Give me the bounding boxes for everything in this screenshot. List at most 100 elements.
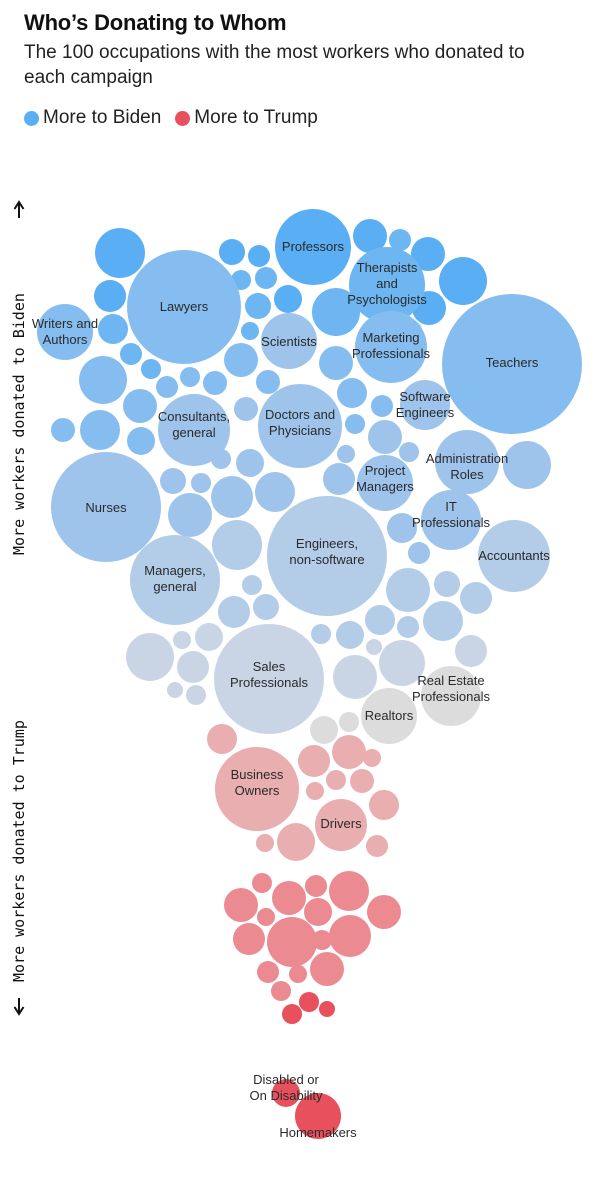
bubble-unlabeled	[439, 257, 487, 305]
bubble-label-administration-roles: Roles	[450, 467, 484, 482]
bubble-unlabeled	[248, 245, 270, 267]
chart-title: Who’s Donating to Whom	[24, 10, 287, 35]
bubble-unlabeled	[233, 923, 265, 955]
bubble-label-doctors-and-physicians: Physicians	[269, 423, 332, 438]
bubble-unlabeled	[455, 635, 487, 667]
bubble-unlabeled	[329, 871, 369, 911]
bubble-unlabeled	[212, 520, 262, 570]
bubble-label-software-engineers: Software	[399, 389, 450, 404]
bubble-unlabeled	[167, 682, 183, 698]
bubble-unlabeled	[397, 616, 419, 638]
bubble-business-owners	[215, 747, 299, 831]
bubble-unlabeled	[339, 712, 359, 732]
bubble-unlabeled	[379, 640, 425, 686]
bubble-unlabeled	[336, 621, 364, 649]
bubble-lawyers	[127, 250, 241, 364]
bubble-real-estate-professionals	[421, 666, 481, 726]
bubble-unlabeled	[332, 735, 366, 769]
bubble-realtors	[361, 688, 417, 744]
bubble-unlabeled	[326, 770, 346, 790]
bubbles-group	[37, 209, 582, 1139]
bubble-project-managers	[357, 455, 413, 511]
bubble-label-engineers-non-software: non-software	[289, 552, 364, 567]
bubble-unlabeled	[367, 895, 401, 929]
bubble-teachers	[442, 294, 582, 434]
bubble-unlabeled	[98, 314, 128, 344]
bubble-label-sales-professionals: Sales	[253, 659, 286, 674]
bubble-unlabeled	[305, 875, 327, 897]
bubble-unlabeled	[180, 367, 200, 387]
bubble-unlabeled	[389, 229, 411, 251]
bubble-it-professionals	[421, 490, 481, 550]
bubble-unlabeled	[272, 881, 306, 915]
bubble-unlabeled	[123, 389, 157, 423]
legend-label-biden: More to Biden	[43, 107, 162, 128]
bubble-doctors-and-physicians	[258, 384, 342, 468]
bubble-label-consultants-general: Consultants,	[158, 409, 230, 424]
legend-item-trump: More to Trump	[175, 107, 318, 129]
bubble-label-disabled-or-on-disability: On Disability	[250, 1088, 323, 1103]
bubble-unlabeled	[224, 888, 258, 922]
bubble-unlabeled	[365, 605, 395, 635]
bubble-unlabeled	[211, 476, 253, 518]
bubble-unlabeled	[255, 472, 295, 512]
bubble-label-project-managers: Managers	[356, 479, 414, 494]
bubble-unlabeled	[241, 322, 259, 340]
bubble-unlabeled	[256, 834, 274, 852]
bubble-unlabeled	[203, 371, 227, 395]
bubble-unlabeled	[345, 414, 365, 434]
bubble-label-drivers: Drivers	[320, 816, 362, 831]
bubble-unlabeled	[368, 420, 402, 454]
legend-swatch-biden	[24, 110, 39, 126]
bubble-unlabeled	[298, 745, 330, 777]
bubble-unlabeled	[366, 639, 382, 655]
bubble-unlabeled	[333, 655, 377, 699]
bubble-unlabeled	[173, 631, 191, 649]
bubble-consultants-general	[158, 394, 230, 466]
bubble-unlabeled	[366, 835, 388, 857]
bubble-unlabeled	[252, 873, 272, 893]
bubble-unlabeled	[160, 468, 186, 494]
bubble-label-real-estate-professionals: Real Estate	[417, 673, 484, 688]
bubble-unlabeled	[460, 582, 492, 614]
bubble-label-nurses: Nurses	[85, 500, 127, 515]
bubble-unlabeled	[299, 992, 319, 1012]
bubble-label-real-estate-professionals: Professionals	[412, 689, 491, 704]
bubble-unlabeled	[253, 594, 279, 620]
bubble-unlabeled	[94, 280, 126, 312]
bubble-unlabeled	[168, 493, 212, 537]
bubble-unlabeled	[234, 397, 258, 421]
bubble-unlabeled	[363, 749, 381, 767]
bubble-sales-professionals	[214, 624, 324, 734]
axis-label-trump: More workers donated to Trump	[10, 720, 28, 982]
bubble-unlabeled	[319, 1001, 335, 1017]
chart-subtitle: The 100 occupations with the most worker…	[24, 42, 525, 88]
bubble-writers-and-authors	[37, 304, 93, 360]
bubble-unlabeled	[423, 601, 463, 641]
bubble-unlabeled	[79, 356, 127, 404]
bubble-unlabeled	[306, 782, 324, 800]
bubble-label-therapists-and-psychologists: Therapists	[357, 260, 418, 275]
bubble-marketing-professionals	[355, 311, 427, 383]
bubble-label-writers-and-authors: Writers and	[32, 316, 98, 331]
bubble-drivers	[315, 799, 367, 851]
bubble-nurses	[51, 452, 161, 562]
bubble-unlabeled	[311, 624, 331, 644]
bubble-unlabeled	[323, 463, 355, 495]
arrow-up-icon	[13, 200, 25, 218]
bubble-managers-general	[130, 535, 220, 625]
bubble-disabled-or-on-disability	[272, 1079, 300, 1107]
bubble-unlabeled	[369, 790, 399, 820]
bubble-unlabeled	[156, 376, 178, 398]
bubble-label-homemakers: Homemakers	[279, 1125, 357, 1140]
bubble-unlabeled	[310, 716, 338, 744]
legend-swatch-trump	[175, 110, 191, 126]
bubble-unlabeled	[371, 395, 393, 417]
bubble-unlabeled	[177, 651, 209, 683]
y-axis-annotations: More workers donated to Biden More worke…	[10, 200, 28, 1016]
bubble-engineers-non-software	[267, 496, 387, 616]
bubble-unlabeled	[312, 288, 360, 336]
bubble-label-sales-professionals: Professionals	[230, 675, 309, 690]
